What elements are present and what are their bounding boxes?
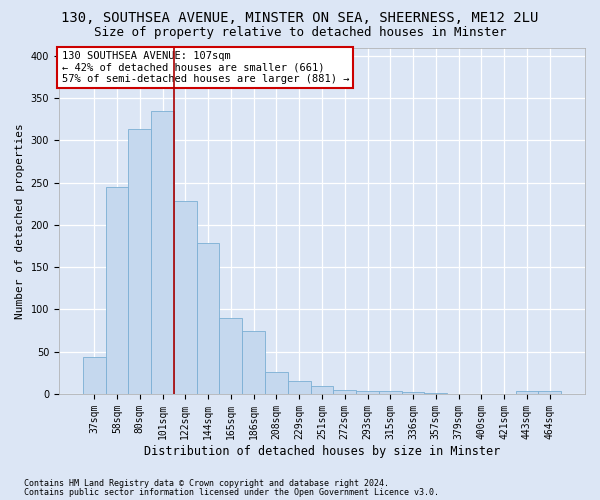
Bar (424, 393, 447, 394)
Bar (334, 390, 356, 394)
Y-axis label: Number of detached properties: Number of detached properties (15, 123, 25, 318)
Bar (288, 382, 311, 394)
Bar (515, 392, 538, 394)
X-axis label: Distribution of detached houses by size in Minster: Distribution of detached houses by size … (144, 444, 500, 458)
Bar (128, 130, 151, 394)
Text: Size of property relative to detached houses in Minster: Size of property relative to detached ho… (94, 26, 506, 39)
Bar (401, 392, 424, 394)
Bar (106, 187, 128, 394)
Bar (356, 390, 379, 394)
Bar (538, 392, 561, 394)
Bar (197, 242, 220, 394)
Text: 130 SOUTHSEA AVENUE: 107sqm
← 42% of detached houses are smaller (661)
57% of se: 130 SOUTHSEA AVENUE: 107sqm ← 42% of det… (62, 51, 349, 84)
Text: Contains HM Land Registry data © Crown copyright and database right 2024.: Contains HM Land Registry data © Crown c… (24, 479, 389, 488)
Bar (174, 202, 197, 394)
Bar (311, 386, 334, 394)
Bar (220, 318, 242, 394)
Bar (83, 357, 106, 394)
Bar (151, 111, 174, 394)
Text: Contains public sector information licensed under the Open Government Licence v3: Contains public sector information licen… (24, 488, 439, 497)
Bar (379, 392, 401, 394)
Bar (265, 372, 288, 394)
Bar (242, 332, 265, 394)
Text: 130, SOUTHSEA AVENUE, MINSTER ON SEA, SHEERNESS, ME12 2LU: 130, SOUTHSEA AVENUE, MINSTER ON SEA, SH… (61, 11, 539, 25)
